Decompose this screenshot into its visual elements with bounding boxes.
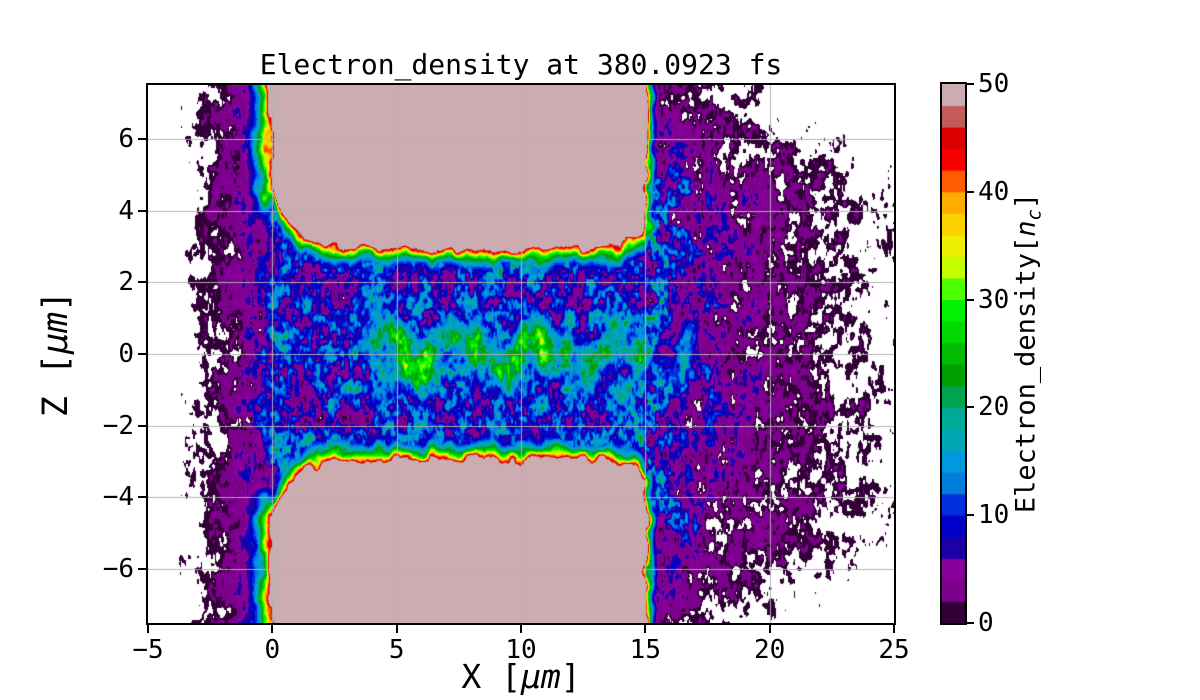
x-tick xyxy=(644,625,647,633)
x-tick xyxy=(395,625,398,633)
colorbar-label-sub: c xyxy=(1023,209,1046,221)
y-tick xyxy=(138,424,146,427)
y-axis-label: Z [μm] xyxy=(36,291,76,417)
x-tick xyxy=(271,625,274,633)
colorbar-tick xyxy=(967,298,974,301)
colorbar-label-var: n xyxy=(1010,220,1042,237)
colorbar-tick-label: 20 xyxy=(978,392,1010,423)
y-tick xyxy=(138,353,146,355)
x-tick-label: 10 xyxy=(505,635,537,665)
y-tick xyxy=(138,496,146,499)
colorbar-tick-label: 10 xyxy=(978,500,1010,531)
colorbar-tick xyxy=(967,190,974,193)
x-axis-label: X [μm] xyxy=(148,659,894,695)
y-tick-label: 2 xyxy=(118,267,134,298)
colorbar-label: Electron_density[nc] xyxy=(1010,193,1045,513)
y-axis-label-text: Z [ xyxy=(36,354,76,418)
colorbar-tick-label: 0 xyxy=(978,608,994,638)
x-tick-label: 5 xyxy=(388,635,405,665)
colorbar-tick-label: 40 xyxy=(978,176,1010,207)
x-axis-label-close: ] xyxy=(560,657,581,696)
x-tick-label: −5 xyxy=(132,635,164,665)
colorbar-tick xyxy=(967,514,974,517)
colorbar-tick-label: 30 xyxy=(978,284,1010,315)
x-tick xyxy=(147,625,149,633)
y-axis-label-close: ] xyxy=(36,290,76,312)
y-tick xyxy=(138,137,146,140)
y-axis-unit: μm xyxy=(36,311,76,355)
heatmap-canvas xyxy=(148,85,894,623)
colorbar-canvas xyxy=(942,84,965,623)
y-tick-label: −4 xyxy=(102,482,134,513)
y-tick-label: −2 xyxy=(102,410,134,441)
y-tick xyxy=(138,209,146,212)
x-tick-label: 20 xyxy=(754,635,786,665)
colorbar-tick xyxy=(967,83,974,85)
y-tick-label: −6 xyxy=(102,554,134,585)
y-tick xyxy=(138,568,146,571)
chart-title: Electron_density at 380.0923 fs xyxy=(259,48,783,81)
x-tick xyxy=(520,625,522,633)
colorbar-tick xyxy=(967,406,974,409)
x-tick-label: 0 xyxy=(264,635,281,665)
y-tick-label: 6 xyxy=(118,123,134,154)
y-tick-label: 4 xyxy=(118,195,134,226)
x-axis-unit: μm xyxy=(520,657,561,696)
colorbar-label-text: Electron_density[ xyxy=(1010,236,1042,514)
y-tick xyxy=(138,281,146,284)
colorbar-tick xyxy=(967,622,974,624)
colorbar-tick-label: 50 xyxy=(978,69,1010,99)
x-axis-label-text: X [ xyxy=(461,657,521,696)
colorbar-label-close: ] xyxy=(1010,192,1042,210)
x-tick xyxy=(768,625,771,633)
x-tick-label: 15 xyxy=(629,635,661,665)
y-tick-label: 0 xyxy=(118,339,134,369)
x-tick xyxy=(893,625,895,633)
x-tick-label: 25 xyxy=(878,635,910,665)
